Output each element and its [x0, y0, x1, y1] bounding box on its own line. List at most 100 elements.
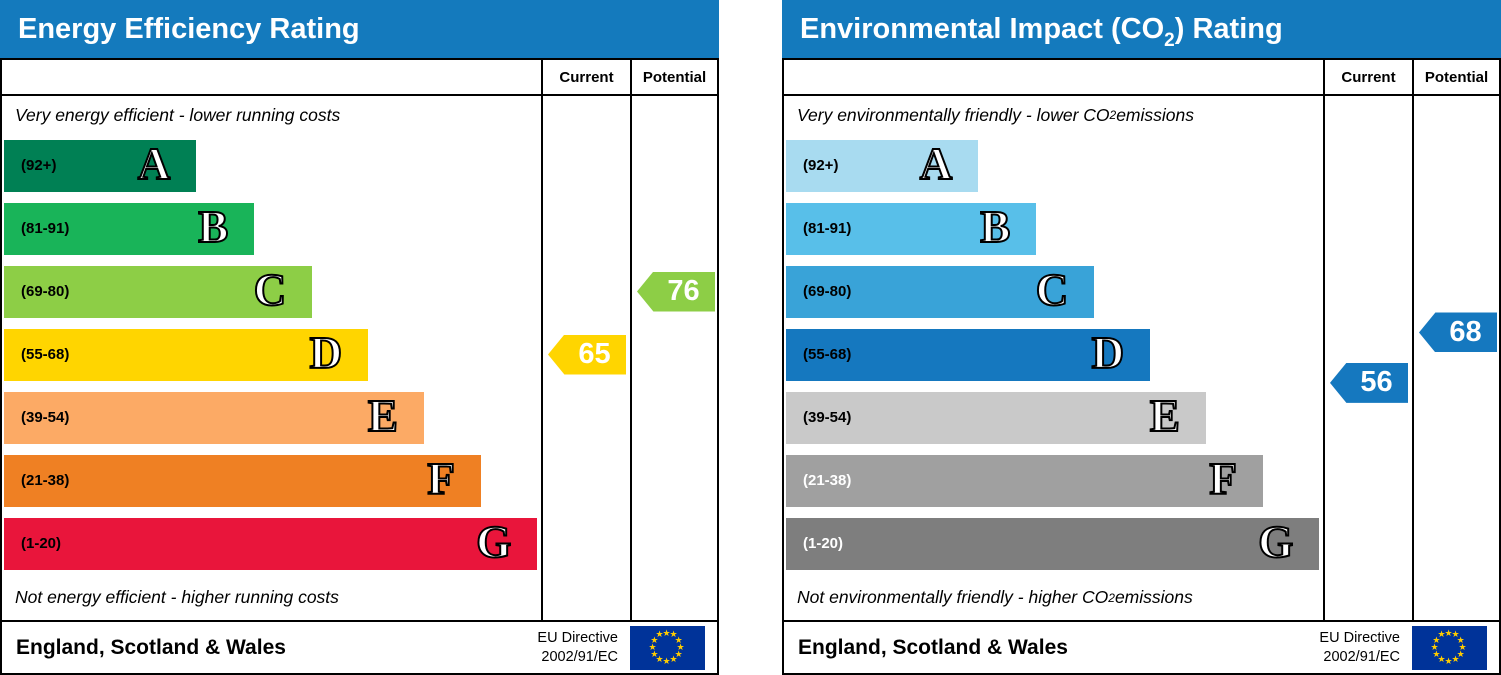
band-bar-c: (69-80) C — [786, 265, 1095, 318]
eu-star-icon: ★ — [1437, 629, 1446, 640]
band-row-d: (55-68) D — [4, 323, 541, 386]
current-column: 65 — [541, 96, 630, 620]
potential-column-header: Potential — [630, 60, 717, 96]
energy-efficiency-panel: Energy Efficiency Rating Current Potenti… — [0, 0, 719, 675]
eu-flag: ★ ★ ★ ★ ★ ★ ★ ★ ★ ★ ★ ★ — [1412, 625, 1487, 670]
eu-flag: ★ ★ ★ ★ ★ ★ ★ ★ ★ ★ ★ ★ — [630, 625, 705, 670]
potential-rating-arrow: 76 — [637, 271, 715, 312]
band-range-label: (92+) — [21, 157, 57, 174]
eu-star-icon: ★ — [1437, 653, 1446, 664]
band-row-f: (21-38) F — [786, 449, 1323, 512]
band-range-label: (92+) — [803, 157, 839, 174]
eu-star-icon: ★ — [1430, 641, 1439, 652]
chart-title-text: Environmental Impact (CO — [800, 12, 1165, 45]
band-range-label: (21-38) — [21, 472, 70, 489]
eu-star-icon: ★ — [669, 629, 678, 640]
band-row-b: (81-91) B — [786, 197, 1323, 260]
top-note-text: Very environmentally friendly - lower CO — [797, 104, 1110, 125]
eu-star-icon: ★ — [1444, 655, 1453, 666]
band-bar-g: (1-20) G — [4, 517, 538, 570]
band-letter: F — [1208, 453, 1237, 504]
rating-grid: Current Potential Very energy efficient … — [2, 60, 717, 620]
chart-title-subscript: 2 — [1164, 30, 1175, 51]
eu-star-icon: ★ — [650, 634, 659, 645]
top-note: Very energy efficient - lower running co… — [2, 96, 541, 134]
eu-star-icon: ★ — [1451, 653, 1460, 664]
eu-star-icon: ★ — [648, 641, 657, 652]
eu-star-icon: ★ — [655, 629, 664, 640]
chart-title-text: Energy Efficiency Rating — [18, 12, 360, 45]
current-rating-value: 56 — [1360, 366, 1393, 399]
eu-star-icon: ★ — [662, 627, 671, 638]
band-bar-b: (81-91) B — [786, 201, 1037, 255]
eu-star-icon: ★ — [1432, 648, 1441, 659]
band-range-label: (1-20) — [803, 535, 844, 552]
band-letter: G — [1257, 516, 1294, 567]
band-letter: C — [253, 264, 287, 315]
band-letter: E — [1149, 390, 1181, 441]
band-bar-a: (92+) A — [786, 138, 979, 192]
current-rating-value: 65 — [578, 338, 611, 370]
band-letter: D — [1091, 327, 1125, 378]
band-row-e: (39-54) E — [4, 386, 541, 449]
bands-area: (92+) A (81-91) B (69-80) C (55-68) D (39-54) E (2… — [784, 134, 1323, 575]
eu-directive-line2: 2002/91/EC — [541, 648, 618, 665]
band-row-g: (1-20) G — [4, 512, 541, 575]
bottom-note-text: Not environmentally friendly - higher CO — [797, 587, 1109, 607]
eu-star-icon: ★ — [662, 655, 671, 666]
eu-star-icon: ★ — [1456, 648, 1465, 659]
band-range-label: (69-80) — [21, 283, 70, 300]
band-row-f: (21-38) F — [4, 449, 541, 512]
eu-star-icon: ★ — [1456, 634, 1465, 645]
eu-star-icon: ★ — [650, 648, 659, 659]
bands-column: Very energy efficient - lower running co… — [2, 96, 541, 620]
potential-column-header: Potential — [1412, 60, 1499, 96]
band-letter: F — [426, 453, 455, 504]
band-letter: B — [979, 201, 1011, 252]
band-letter: A — [137, 138, 171, 189]
band-bar-a: (92+) A — [4, 138, 197, 192]
environmental-rating-table: Current Potential Very environmentally f… — [782, 58, 1501, 675]
band-row-c: (69-80) C — [4, 260, 541, 323]
eu-directive-label: EU Directive 2002/91/EC — [1319, 629, 1400, 667]
current-rating-arrow: 65 — [548, 334, 626, 375]
band-letter: B — [197, 201, 229, 252]
eu-star-icon: ★ — [1458, 641, 1467, 652]
band-range-label: (39-54) — [803, 409, 852, 426]
eu-directive-line1: EU Directive — [1319, 629, 1400, 646]
band-letter: E — [367, 390, 399, 441]
band-row-b: (81-91) B — [4, 197, 541, 260]
bottom-note-suffix: emissions — [1114, 587, 1193, 607]
band-row-e: (39-54) E — [786, 386, 1323, 449]
bottom-note: Not environmentally friendly - higher CO… — [784, 575, 1323, 620]
region-label: England, Scotland & Wales — [16, 635, 286, 659]
band-range-label: (39-54) — [21, 409, 70, 426]
band-letter: A — [919, 138, 953, 189]
current-rating-arrow: 56 — [1330, 362, 1408, 403]
eu-star-icon: ★ — [1444, 627, 1453, 638]
band-row-d: (55-68) D — [786, 323, 1323, 386]
environmental-chart-title: Environmental Impact (CO 2) Rating — [782, 0, 1501, 58]
eu-star-icon: ★ — [674, 634, 683, 645]
top-note: Very environmentally friendly - lower CO… — [784, 96, 1323, 134]
footer: England, Scotland & Wales EU Directive 2… — [784, 620, 1499, 673]
eu-star-icon: ★ — [1432, 634, 1441, 645]
eu-star-icon: ★ — [676, 641, 685, 652]
eu-star-icon: ★ — [674, 648, 683, 659]
environmental-impact-panel: Environmental Impact (CO 2) Rating Curren… — [782, 0, 1501, 675]
band-range-label: (55-68) — [21, 346, 70, 363]
band-bar-f: (21-38) F — [786, 453, 1263, 507]
main-header-spacer — [2, 60, 541, 96]
band-bar-g: (1-20) G — [786, 516, 1320, 570]
top-note-suffix: emissions — [1116, 104, 1195, 125]
eu-star-icon: ★ — [655, 653, 664, 664]
current-column-header: Current — [541, 60, 630, 96]
top-note-subscript: 2 — [1109, 108, 1117, 122]
band-row-g: (1-20) G — [786, 512, 1323, 575]
band-bar-e: (39-54) E — [4, 390, 424, 444]
potential-rating-arrow: 68 — [1419, 312, 1497, 353]
top-note-text: Very energy efficient - lower running co… — [15, 104, 341, 125]
bottom-note-subscript: 2 — [1108, 590, 1115, 605]
potential-column: 76 — [630, 96, 717, 620]
